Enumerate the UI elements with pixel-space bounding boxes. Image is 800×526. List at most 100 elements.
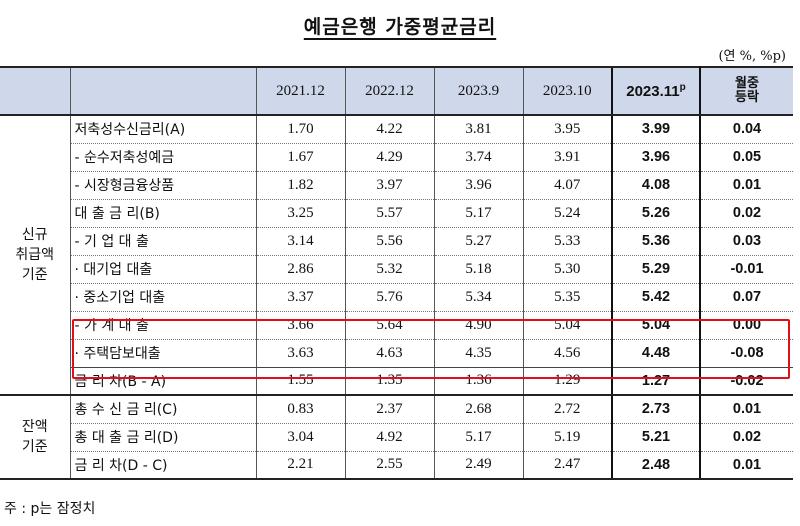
current-value-cell: 2.48 — [611, 451, 701, 480]
mom-line2: 등락 — [735, 90, 759, 105]
group-label-new: 신규 취급액 기준 — [0, 115, 71, 396]
header-row: 2021.12 2022.12 2023.9 2023.10 2023.11p … — [0, 66, 793, 116]
change-cell: 0.01 — [700, 395, 793, 424]
value-cell: 5.24 — [522, 199, 612, 228]
change-cell: -0.02 — [700, 367, 793, 396]
value-cell: 5.04 — [522, 311, 612, 340]
header-blank — [69, 66, 256, 116]
current-value-cell: 5.26 — [611, 199, 701, 228]
current-value-cell: 3.96 — [611, 143, 701, 172]
table-row: 금 리 차(B - A) 1.55 1.35 1.36 1.29 1.27 -0.02 — [0, 367, 793, 396]
row-label: · 중소기업 대출 — [70, 283, 257, 312]
interest-rate-table: 2021.12 2022.12 2023.9 2023.10 2023.11p … — [0, 66, 793, 480]
change-cell: 0.03 — [700, 227, 793, 256]
value-cell: 3.91 — [522, 143, 612, 172]
change-cell: 0.01 — [700, 171, 793, 200]
table-row: 금 리 차(D - C) 2.21 2.55 2.49 2.47 2.48 0.01 — [0, 451, 793, 480]
change-cell: 0.02 — [700, 199, 793, 228]
value-cell: 2.49 — [433, 451, 523, 480]
value-cell: 3.96 — [433, 171, 523, 200]
change-cell: -0.08 — [700, 339, 793, 368]
table-row: · 주택담보대출 3.63 4.63 4.35 4.56 4.48 -0.08 — [0, 339, 793, 368]
row-label: 총 수 신 금 리(C) — [70, 395, 257, 424]
footnote: 주 : p는 잠정치 — [4, 501, 96, 517]
current-value-cell: 5.21 — [611, 423, 701, 452]
value-cell: 3.63 — [255, 339, 345, 368]
value-cell: 5.27 — [433, 227, 523, 256]
current-value-cell: 3.99 — [611, 115, 701, 144]
current-value-cell: 4.48 — [611, 339, 701, 368]
table-row: 총 대 출 금 리(D) 3.04 4.92 5.17 5.19 5.21 0.02 — [0, 423, 793, 452]
value-cell: 2.86 — [255, 255, 345, 284]
value-cell: 5.30 — [522, 255, 612, 284]
current-value-cell: 1.27 — [611, 367, 701, 396]
current-value-cell: 5.42 — [611, 283, 701, 312]
value-cell: 1.36 — [433, 367, 523, 396]
value-cell: 1.35 — [344, 367, 434, 396]
current-period: 2023.11 — [626, 83, 680, 100]
group-label-balance: 잔액 기준 — [0, 395, 71, 480]
value-cell: 1.82 — [255, 171, 345, 200]
current-value-cell: 4.08 — [611, 171, 701, 200]
change-cell: 0.04 — [700, 115, 793, 144]
value-cell: 2.72 — [522, 395, 612, 424]
value-cell: 3.04 — [255, 423, 345, 452]
column-header-current: 2023.11p — [611, 66, 701, 116]
title-text: 예금은행 가중평균금리 — [303, 16, 497, 38]
table-row: - 가 계 대 출 3.66 5.64 4.90 5.04 5.04 0.00 — [0, 311, 793, 340]
value-cell: 3.81 — [433, 115, 523, 144]
table-row: 잔액 기준 총 수 신 금 리(C) 0.83 2.37 2.68 2.72 2.73 0.01 — [0, 395, 793, 480]
value-cell: 1.67 — [255, 143, 345, 172]
value-cell: 4.90 — [433, 311, 523, 340]
current-value-cell: 5.36 — [611, 227, 701, 256]
value-cell: 5.33 — [522, 227, 612, 256]
value-cell: 5.17 — [433, 423, 523, 452]
value-cell: 3.97 — [344, 171, 434, 200]
value-cell: 5.17 — [433, 199, 523, 228]
row-label: 총 대 출 금 리(D) — [70, 423, 257, 452]
row-label: - 기 업 대 출 — [70, 227, 257, 256]
value-cell: 4.22 — [344, 115, 434, 144]
current-value-cell: 5.04 — [611, 311, 701, 340]
value-cell: 1.29 — [522, 367, 612, 396]
row-label: 금 리 차(D - C) — [70, 451, 257, 480]
value-cell: 4.63 — [344, 339, 434, 368]
column-header: 2023.9 — [433, 66, 523, 116]
table-row: - 시장형금융상품 1.82 3.97 3.96 4.07 4.08 0.01 — [0, 171, 793, 200]
table-row: 대 출 금 리(B) 3.25 5.57 5.17 5.24 5.26 0.02 — [0, 199, 793, 228]
value-cell: 1.55 — [255, 367, 345, 396]
change-cell: 0.01 — [700, 451, 793, 480]
value-cell: 4.35 — [433, 339, 523, 368]
table-row: - 기 업 대 출 3.14 5.56 5.27 5.33 5.36 0.03 — [0, 227, 793, 256]
current-value-cell: 2.73 — [611, 395, 701, 424]
value-cell: 4.92 — [344, 423, 434, 452]
row-label: - 시장형금융상품 — [70, 171, 257, 200]
value-cell: 5.64 — [344, 311, 434, 340]
value-cell: 2.68 — [433, 395, 523, 424]
column-header-change: 월중 등락 — [699, 66, 793, 116]
value-cell: 5.35 — [522, 283, 612, 312]
row-label: · 주택담보대출 — [70, 339, 257, 368]
value-cell: 3.74 — [433, 143, 523, 172]
value-cell: 5.76 — [344, 283, 434, 312]
value-cell: 5.19 — [522, 423, 612, 452]
current-value-cell: 5.29 — [611, 255, 701, 284]
value-cell: 5.32 — [344, 255, 434, 284]
value-cell: 5.56 — [344, 227, 434, 256]
unit-label: (연 %, %p) — [718, 49, 786, 64]
table-row: - 순수저축성예금 1.67 4.29 3.74 3.91 3.96 0.05 — [0, 143, 793, 172]
page-title: 예금은행 가중평균금리 — [0, 12, 800, 39]
value-cell: 4.07 — [522, 171, 612, 200]
value-cell: 2.21 — [255, 451, 345, 480]
header-blank — [0, 66, 70, 116]
value-cell: 3.95 — [522, 115, 612, 144]
change-cell: 0.00 — [700, 311, 793, 340]
value-cell: 3.66 — [255, 311, 345, 340]
provisional-mark: p — [679, 82, 686, 93]
column-header: 2023.10 — [522, 66, 612, 116]
table-row: · 중소기업 대출 3.37 5.76 5.34 5.35 5.42 0.07 — [0, 283, 793, 312]
value-cell: 5.18 — [433, 255, 523, 284]
value-cell: 3.14 — [255, 227, 345, 256]
column-header: 2021.12 — [255, 66, 345, 116]
row-label: - 순수저축성예금 — [70, 143, 257, 172]
